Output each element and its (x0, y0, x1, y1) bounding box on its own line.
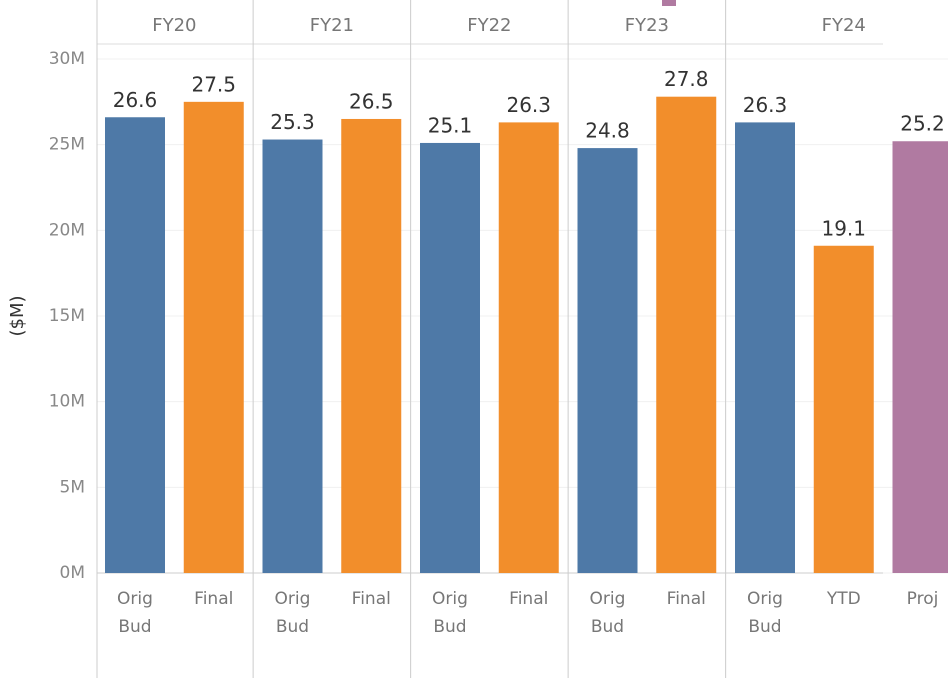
x-tick-label: Orig Bud (432, 589, 468, 637)
x-tick-label: Final (194, 589, 234, 609)
x-tick-label: Orig Bud (747, 589, 783, 637)
group-label: FY21 (310, 15, 354, 36)
value-label: 27.5 (191, 72, 236, 96)
y-tick-label: 25M (49, 135, 85, 155)
bar (577, 148, 638, 574)
legend-swatch (662, 0, 676, 6)
bar (498, 122, 559, 573)
group-label: FY20 (152, 15, 196, 36)
x-tick-label: YTD (826, 589, 861, 609)
x-label-box: Orig Bud (117, 589, 153, 637)
y-tick-label: 15M (49, 306, 85, 326)
x-tick-label: Orig Bud (589, 589, 626, 637)
y-tick-label: 10M (49, 392, 85, 412)
value-label: 19.1 (821, 216, 866, 240)
bar (183, 101, 244, 573)
y-axis-title: ($M) (7, 295, 28, 336)
x-tick-label: Final (509, 589, 549, 609)
x-tick-label: Final (351, 589, 391, 609)
x-tick-label: Proj (906, 589, 939, 609)
bar (656, 96, 717, 574)
x-label-box: Proj (906, 589, 939, 609)
x-tick-label: Orig Bud (117, 589, 153, 637)
bar (735, 122, 795, 573)
bar (105, 117, 165, 574)
x-label-box: Orig Bud (432, 589, 468, 637)
value-label: 26.3 (743, 93, 788, 117)
y-tick-label: 20M (49, 220, 85, 240)
group-label: FY22 (467, 15, 511, 36)
y-tick-label: 0M (60, 563, 85, 583)
group-label: FY24 (822, 15, 866, 36)
bar (420, 142, 480, 573)
bar (892, 141, 948, 574)
y-tick-label: 30M (49, 49, 85, 69)
value-label: 25.1 (428, 113, 473, 137)
bar (262, 139, 323, 573)
x-tick-label: Final (666, 589, 706, 609)
value-label: 27.8 (664, 67, 709, 91)
x-label-box: Orig Bud (274, 589, 311, 637)
x-label-box: Orig Bud (589, 589, 626, 637)
y-tick-label: 5M (60, 477, 85, 497)
x-label-box: YTD (826, 589, 861, 609)
value-label: 26.3 (506, 93, 551, 117)
value-label: 26.5 (349, 89, 394, 113)
x-label-box: Final (351, 589, 391, 609)
bar (813, 245, 874, 573)
x-tick-label: Orig Bud (274, 589, 311, 637)
value-label: 25.3 (270, 110, 315, 134)
value-label: 26.6 (113, 88, 158, 112)
x-label-box: Orig Bud (747, 589, 783, 637)
x-label-box: Final (194, 589, 234, 609)
value-label: 25.2 (900, 112, 945, 136)
x-label-box: Final (509, 589, 549, 609)
bar (341, 118, 402, 573)
x-label-box: Final (666, 589, 706, 609)
group-label: FY23 (625, 15, 669, 36)
value-label: 24.8 (585, 119, 630, 143)
